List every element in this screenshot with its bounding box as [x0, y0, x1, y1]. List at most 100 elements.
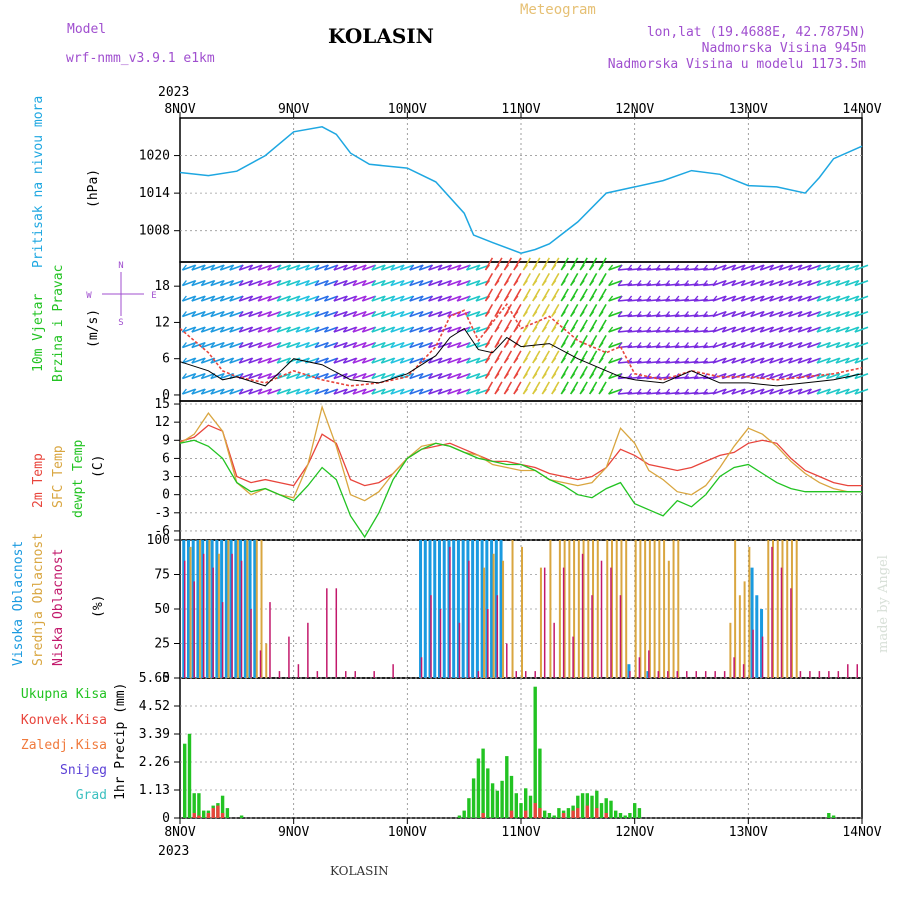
wind-barb-flag [740, 326, 746, 333]
wind-barb [797, 357, 812, 364]
wind-barb-flag [257, 326, 263, 333]
wind-barb [826, 388, 840, 395]
precip-bar [505, 756, 509, 818]
wind-barb-flag [238, 295, 244, 302]
wind-barb-flag [664, 264, 671, 271]
wind-barb-flag [570, 373, 576, 379]
wind-barb-flag [608, 280, 614, 286]
wind-barb [740, 341, 755, 349]
wind-barb-flag [304, 264, 311, 271]
wind-barb-flag [333, 388, 339, 395]
wind-barb [390, 372, 405, 380]
wind-barb [381, 295, 395, 302]
wind-barb [437, 326, 452, 333]
wind-barb-flag [181, 326, 187, 333]
wind-barb [437, 388, 452, 395]
wind-barb [182, 279, 196, 287]
wind-barb [665, 360, 680, 364]
wind-barb [362, 357, 376, 364]
wind-barb [314, 341, 329, 349]
wind-barb-flag [769, 326, 775, 333]
precip-bar [202, 810, 206, 818]
wind-barb-flag [570, 311, 576, 317]
wind-barb [807, 326, 821, 333]
wind-barb-flag [371, 388, 377, 395]
wind-barb [314, 310, 329, 318]
wind-barb-flag [475, 357, 481, 364]
wind-barb-flag [617, 342, 623, 348]
wind-barb-flag [380, 373, 386, 379]
wind-barb-flag [428, 342, 434, 348]
wind-barb-flag [835, 264, 841, 271]
precip-bar [561, 813, 566, 818]
wind-barb-flag [854, 357, 860, 364]
wind-barb-flag [693, 342, 699, 348]
wind-barb [816, 310, 831, 318]
wind-barb [740, 310, 755, 318]
wind-barb [182, 388, 196, 395]
wind-barb-flag [409, 373, 415, 379]
wind-barb-flag [608, 357, 614, 364]
wind-barb [399, 264, 414, 271]
wind-barb-flag [428, 388, 434, 395]
wind-barb-flag [693, 264, 699, 271]
wind-barb-flag [788, 264, 794, 271]
wind-barb-flag [484, 264, 491, 271]
wind-barb [627, 329, 642, 333]
wind-barb-flag [456, 280, 462, 286]
wind-barb-flag [598, 373, 604, 379]
wind-barb [229, 310, 244, 318]
wind-barb [295, 264, 310, 271]
wind-barb-flag [181, 388, 187, 395]
wind-barb [418, 295, 433, 302]
precip-bar [220, 795, 225, 818]
wind-barb-flag [513, 357, 519, 364]
wind-barb [674, 267, 689, 271]
wind-barb-flag [229, 357, 235, 364]
wind-barb-flag [399, 280, 405, 286]
wind-barb-flag [352, 342, 358, 348]
wind-barb [418, 341, 433, 349]
wind-barb [428, 264, 443, 271]
wind-barb-flag [532, 295, 538, 302]
precip-bar [576, 795, 580, 818]
wind-barb-flag [816, 311, 822, 317]
wind-barb [324, 341, 338, 349]
wind-barb [333, 295, 348, 302]
compass-s: S [118, 318, 123, 328]
footer-station: KOLASIN [330, 864, 389, 878]
wind-barb-flag [627, 264, 633, 271]
wind-barb [238, 388, 253, 395]
precip-bar [538, 808, 542, 818]
wind-barb-flag [645, 295, 652, 302]
wind-barb [807, 388, 821, 395]
wind-barb-flag [598, 280, 604, 286]
wind-barb [333, 264, 348, 271]
wind-barb [807, 295, 821, 302]
wind-barb-flag [219, 311, 225, 317]
wind-barb-flag [816, 326, 822, 333]
wind-barb-flag [844, 342, 850, 348]
wind-barb [750, 295, 765, 302]
wind-barb [778, 357, 793, 364]
wind-barb-flag [484, 311, 491, 317]
wind-barb [655, 345, 670, 349]
wind-barb [229, 295, 244, 302]
precip-bar [197, 815, 201, 818]
wind-barb [276, 388, 291, 395]
wind-barb-flag [797, 342, 803, 348]
wind-barb [276, 357, 291, 364]
wind-barb [788, 310, 802, 318]
wind-barb [220, 357, 234, 364]
wind-barb-flag [210, 280, 216, 286]
wind-barb-flag [655, 280, 661, 286]
wind-barb-flag [589, 295, 595, 302]
wind-barb [740, 279, 755, 287]
wind-barb-flag [447, 295, 453, 302]
pressure-panel: 1008 1014 1020 [139, 118, 863, 262]
wind-barb-flag [314, 264, 320, 271]
wind-barb-flag [323, 342, 330, 348]
wind-barb [182, 326, 196, 333]
wind-barb-flag [825, 295, 832, 302]
wind-barb [750, 326, 765, 333]
